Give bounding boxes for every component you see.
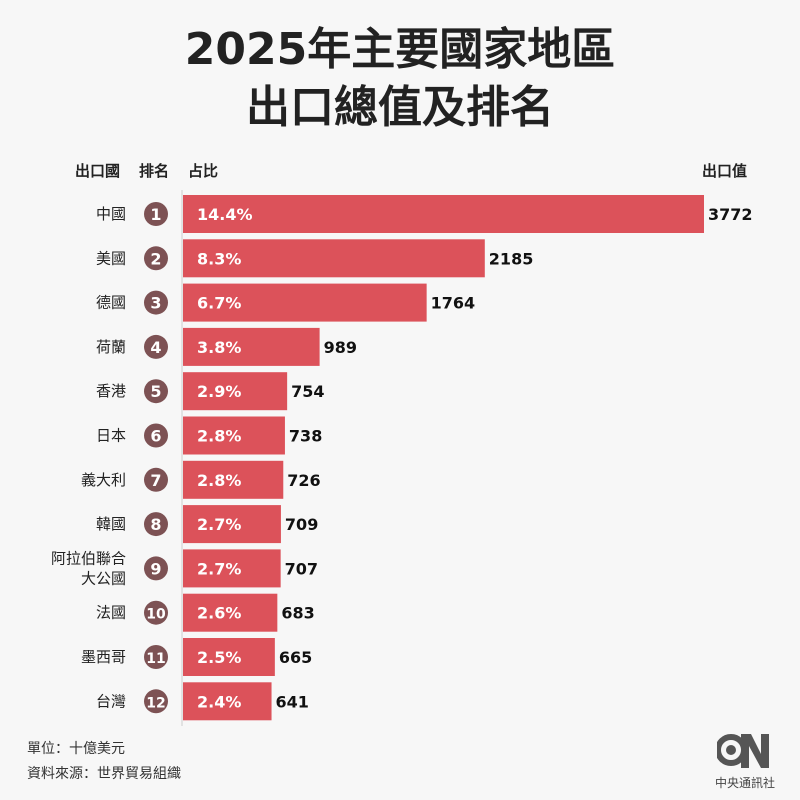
value-label: 2185	[489, 249, 534, 268]
bar	[183, 505, 281, 544]
bar	[183, 549, 281, 588]
unit-note: 單位：十億美元	[27, 741, 125, 757]
rank-label: 6	[150, 427, 161, 446]
rank-circle	[144, 556, 168, 581]
rank-label: 12	[146, 695, 165, 711]
header-value: 出口值	[702, 162, 748, 180]
rank-circle	[144, 645, 168, 669]
rank-circle	[144, 246, 168, 271]
rank-circle	[144, 423, 168, 448]
rank-circle	[144, 379, 168, 404]
bar	[183, 327, 320, 366]
rank-circle	[144, 512, 168, 537]
category-label: 台灣	[96, 692, 126, 710]
share-label: 2.5%	[197, 648, 241, 667]
share-label: 3.8%	[197, 338, 241, 357]
rank-label: 4	[150, 338, 161, 357]
category-label: 美國	[96, 249, 126, 267]
source-note: 資料來源：世界貿易組織	[27, 766, 181, 782]
category-label: 德國	[96, 294, 126, 312]
bar	[183, 283, 427, 322]
bar	[183, 682, 272, 721]
category-label: 日本	[96, 427, 126, 445]
value-label: 1764	[431, 294, 476, 313]
category-label: 墨西哥	[81, 648, 126, 666]
rank-circle	[144, 290, 168, 315]
share-label: 2.9%	[197, 382, 241, 401]
value-label: 665	[279, 648, 312, 667]
rank-label: 2	[150, 249, 161, 268]
header-country: 出口國	[75, 162, 121, 180]
rank-circle	[144, 689, 168, 714]
rank-label: 9	[150, 559, 161, 578]
header-share: 占比	[188, 162, 219, 180]
value-label: 709	[285, 515, 318, 534]
value-label: 641	[276, 692, 309, 711]
value-label: 738	[289, 427, 322, 446]
rank-label: 7	[150, 471, 161, 490]
value-label: 3772	[708, 205, 753, 224]
share-label: 14.4%	[197, 205, 253, 224]
bar	[183, 195, 704, 233]
category-label: 法國	[96, 604, 126, 622]
bar	[183, 416, 285, 455]
rank-label: 1	[150, 205, 161, 224]
cna-logo: 中央通訊社	[710, 730, 780, 791]
bar	[183, 372, 288, 411]
share-label: 6.7%	[197, 294, 241, 313]
bar	[183, 460, 284, 499]
rank-label: 8	[150, 515, 161, 534]
share-label: 2.8%	[197, 427, 241, 446]
category-label: 大公國	[81, 569, 126, 587]
share-label: 8.3%	[197, 249, 241, 268]
category-label: 香港	[96, 382, 126, 400]
header-rank: 排名	[139, 162, 170, 180]
category-label: 阿拉伯聯合	[51, 549, 126, 567]
rank-label: 11	[146, 651, 165, 667]
rank-circle	[144, 600, 168, 625]
rank-label: 10	[146, 607, 166, 623]
category-label: 義大利	[81, 471, 126, 489]
rank-label: 5	[150, 382, 161, 401]
value-label: 726	[287, 471, 320, 490]
chart-title-line2: 出口總值及排名	[246, 82, 554, 133]
category-label: 中國	[96, 205, 126, 223]
share-label: 2.7%	[197, 559, 241, 578]
rank-circle	[144, 334, 168, 359]
share-label: 2.8%	[197, 471, 241, 490]
bar	[183, 593, 278, 632]
cna-logo-icon	[715, 734, 769, 768]
bar	[183, 239, 485, 278]
rank-circle	[144, 467, 168, 492]
share-label: 2.6%	[197, 604, 241, 623]
bar	[183, 638, 275, 676]
value-label: 683	[281, 604, 314, 623]
rank-circle	[144, 202, 168, 226]
cna-logo-text: 中央通訊社	[714, 776, 775, 790]
share-label: 2.7%	[197, 515, 241, 534]
value-label: 754	[291, 382, 324, 401]
chart-title-line1: 2025年主要國家地區	[184, 24, 616, 75]
rank-label: 3	[150, 294, 161, 313]
category-label: 荷蘭	[96, 338, 126, 356]
value-label: 989	[324, 338, 357, 357]
share-label: 2.4%	[197, 692, 241, 711]
category-label: 韓國	[96, 515, 126, 533]
value-label: 707	[285, 559, 318, 578]
